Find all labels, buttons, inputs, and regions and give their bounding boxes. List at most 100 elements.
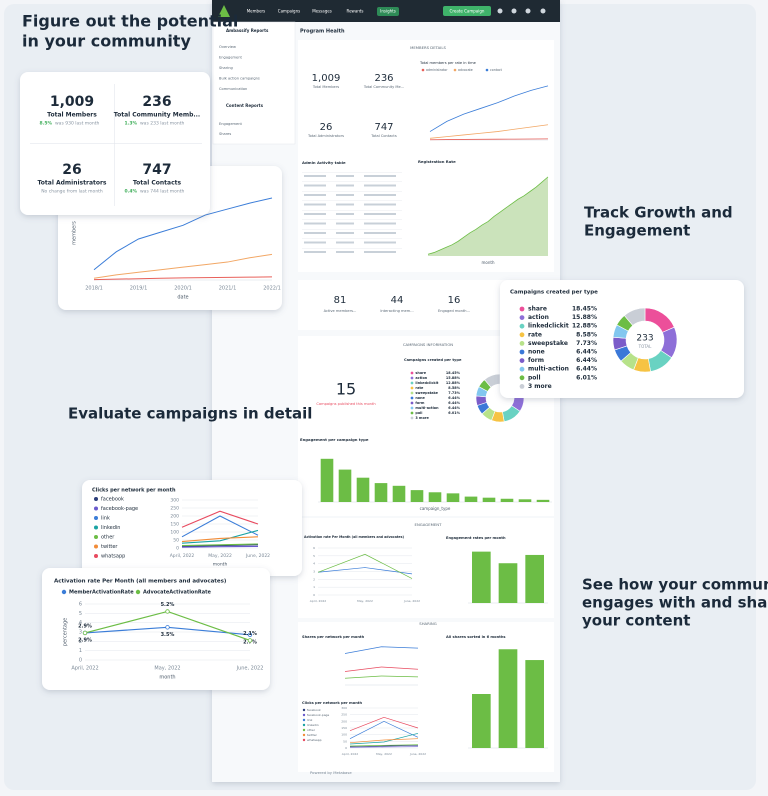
- tile-label: Campaigns published this month: [316, 402, 375, 406]
- y-tick-label: 300: [170, 498, 179, 504]
- legend-swatch: [302, 733, 306, 737]
- y-tick-label: 300: [341, 706, 347, 710]
- stat-value: 747: [142, 162, 171, 178]
- nav-item[interactable]: Members: [247, 9, 266, 14]
- table-cell: [304, 203, 326, 206]
- legend-value: 8.58%: [576, 331, 597, 338]
- legend-label: form: [415, 401, 424, 405]
- legend-swatch: [94, 516, 98, 520]
- tile-value: 236: [374, 73, 393, 84]
- legend-swatch: [302, 723, 306, 727]
- chart-title: Campaigns created per type: [510, 290, 598, 296]
- table-cell: [364, 213, 396, 215]
- y-tick-label: 4: [79, 620, 82, 626]
- series-line: [181, 544, 259, 547]
- point: [82, 630, 88, 636]
- tile-value: 44: [391, 295, 404, 306]
- table-cell: [304, 241, 326, 244]
- tile-label: Engaged month...: [438, 309, 470, 313]
- x-tick-label: June, 2022: [403, 599, 420, 603]
- series-line: [181, 510, 259, 528]
- sidebar-item[interactable]: Overview: [219, 45, 236, 49]
- legend-value: 18.45%: [572, 306, 597, 313]
- series-line: [181, 536, 259, 543]
- point: [165, 625, 170, 630]
- legend-label: linkedin: [101, 525, 120, 531]
- x-tick-label: June, 2022: [245, 553, 270, 559]
- legend-label: linkedin: [307, 723, 319, 727]
- legend-value: 7.73%: [448, 391, 460, 395]
- stat-value: 236: [142, 94, 171, 110]
- legend-swatch: [519, 341, 525, 346]
- footer: Powered by Metabase: [310, 770, 352, 775]
- legend-value: 7.73%: [576, 340, 597, 347]
- sidebar-item[interactable]: Shares: [219, 132, 231, 136]
- legend-value: 15.88%: [446, 376, 461, 380]
- tile-value: 81: [334, 295, 347, 306]
- legend-swatch: [410, 416, 414, 420]
- chart-title: Activation rate Per Month (all members a…: [54, 579, 227, 585]
- stat-note: was 233 last month: [140, 121, 185, 127]
- table-cell: [336, 222, 354, 225]
- legend-swatch: [485, 68, 489, 72]
- sidebar-item[interactable]: Engagement: [219, 122, 243, 126]
- tile-value: 1,009: [312, 73, 341, 84]
- legend-swatch: [410, 386, 414, 390]
- nav-item[interactable]: Messages: [312, 9, 332, 14]
- donut-slice: [623, 307, 646, 326]
- legend-swatch: [519, 366, 525, 372]
- bar: [320, 458, 334, 502]
- series-line: [317, 553, 413, 579]
- tile-label: Total Administrators: [307, 134, 344, 138]
- x-tick-label: April, 2022: [170, 553, 195, 559]
- table-cell: [336, 184, 354, 187]
- x-axis-label: campaign_type: [420, 506, 451, 511]
- sidebar-item[interactable]: Bulk action campaigns: [219, 77, 260, 81]
- x-tick-label: May, 2022: [208, 553, 232, 559]
- y-tick-label: 100: [170, 530, 179, 536]
- sidebar-item[interactable]: Engagement: [219, 56, 243, 60]
- nav-item[interactable]: Rewards: [347, 9, 364, 14]
- bar: [518, 499, 532, 502]
- donut-total: 233: [636, 334, 653, 344]
- legend-swatch: [94, 535, 98, 539]
- y-tick-label: 3: [79, 630, 82, 636]
- series-line: [349, 744, 419, 748]
- legend-swatch: [519, 315, 525, 320]
- bar: [498, 563, 518, 603]
- table-cell: [364, 222, 396, 225]
- section-title: SHARING: [419, 621, 436, 626]
- y-tick-label: 0: [313, 593, 315, 597]
- chart-title: Total members per rate in time: [419, 61, 477, 65]
- legend-label: whatsapp: [101, 554, 125, 560]
- bar: [338, 469, 352, 502]
- nav-icon[interactable]: [511, 8, 517, 14]
- activation-card: [42, 568, 270, 690]
- nav-item[interactable]: Insights: [380, 9, 396, 14]
- table-cell: [364, 194, 396, 196]
- nav-icon[interactable]: [497, 8, 503, 14]
- nav-icon[interactable]: [540, 8, 546, 14]
- legend-swatch: [410, 391, 414, 395]
- legend-swatch: [519, 384, 525, 389]
- nav-icon[interactable]: [525, 8, 531, 14]
- headline: Evaluate campaigns in detail: [68, 405, 312, 423]
- table-cell: [364, 175, 396, 177]
- nav-item[interactable]: Campaigns: [278, 9, 300, 14]
- stat-label: Total Contacts: [133, 180, 182, 187]
- nav-active[interactable]: [377, 7, 399, 16]
- create-button[interactable]: [443, 6, 491, 16]
- x-tick-label: 2018/1: [85, 286, 103, 292]
- legend-label: twitter: [307, 733, 318, 737]
- data-label: 2.9%: [78, 623, 92, 629]
- legend-label: linkedclickit: [528, 323, 569, 330]
- bar: [536, 499, 550, 502]
- legend-value: 6.01%: [576, 374, 597, 381]
- x-axis-label: date: [177, 295, 188, 301]
- y-tick-label: 150: [170, 522, 179, 528]
- sidebar-item[interactable]: Sharing: [219, 66, 233, 70]
- sidebar-item[interactable]: Communication: [219, 87, 247, 91]
- legend-value: 6.44%: [448, 406, 460, 410]
- series-line: [344, 675, 419, 679]
- button-label[interactable]: Create Campaign: [450, 9, 485, 14]
